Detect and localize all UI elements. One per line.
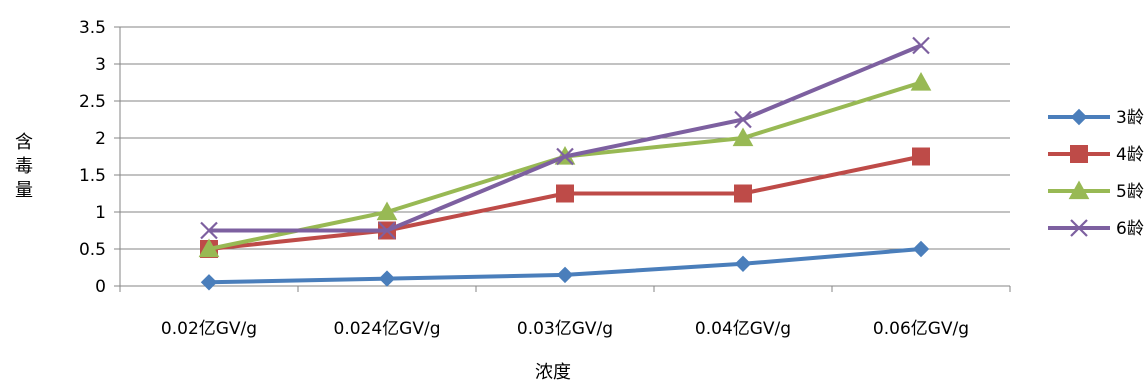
data-point xyxy=(556,147,574,166)
series-2 xyxy=(200,147,930,258)
data-point xyxy=(378,270,396,287)
x-tick-label: 0.03亿GV/g xyxy=(517,319,613,339)
data-point-stroke xyxy=(912,36,930,55)
data-point xyxy=(734,184,752,203)
axes xyxy=(114,26,1011,292)
y-axis-title-char: 毒 xyxy=(15,156,33,177)
data-point xyxy=(378,221,396,240)
data-point xyxy=(556,266,574,284)
legend-marker xyxy=(1070,219,1088,237)
legend-label: 5龄 xyxy=(1116,182,1144,202)
series-4 xyxy=(200,36,930,240)
legend-label: 3龄 xyxy=(1116,108,1144,128)
series-line xyxy=(208,154,922,251)
data-point xyxy=(556,184,574,203)
legend: 3龄 4龄 5龄 6龄 xyxy=(1048,108,1144,239)
data-point xyxy=(910,71,932,91)
x-axis-title: 浓度 xyxy=(535,362,571,383)
data-point xyxy=(734,110,752,129)
legend-marker xyxy=(1070,145,1088,163)
y-tick-label: 0 xyxy=(95,277,106,297)
legend-item: 5龄 xyxy=(1048,180,1144,202)
x-tick-label: 0.02亿GV/g xyxy=(161,319,257,339)
data-point xyxy=(912,147,930,166)
y-tick-label: 1.5 xyxy=(79,166,106,186)
data-point xyxy=(200,274,218,291)
series-line xyxy=(208,80,922,251)
data-point xyxy=(912,240,930,258)
data-point-stroke xyxy=(734,110,752,129)
gridlines xyxy=(120,26,1010,250)
series-1 xyxy=(200,240,930,291)
legend-label: 6龄 xyxy=(1116,219,1144,239)
legend-item: 6龄 xyxy=(1048,219,1144,239)
series-group xyxy=(198,36,932,291)
y-tick-label: 3 xyxy=(95,55,106,75)
legend-marker-stroke xyxy=(1070,219,1088,237)
x-tick-label: 0.04亿GV/g xyxy=(695,319,791,339)
y-axis-title-char: 量 xyxy=(15,180,33,201)
y-axis-title: 含毒量 xyxy=(15,132,33,201)
data-point xyxy=(912,36,930,55)
data-point xyxy=(734,255,752,273)
data-point xyxy=(200,221,218,240)
x-tick-label: 0.024亿GV/g xyxy=(334,319,441,339)
y-axis-ticks: 0 0.5 1 1.5 2 2.5 3 3.5 xyxy=(79,18,106,297)
legend-label: 4龄 xyxy=(1116,145,1144,165)
legend-marker xyxy=(1068,180,1090,200)
x-axis-ticks: 0.02亿GV/g 0.024亿GV/g 0.03亿GV/g 0.04亿GV/g 0.0… xyxy=(161,319,969,339)
y-tick-label: 2.5 xyxy=(79,92,106,112)
legend-item: 4龄 xyxy=(1048,145,1144,165)
data-point xyxy=(198,238,220,258)
legend-item: 3龄 xyxy=(1048,108,1144,128)
y-tick-label: 0.5 xyxy=(79,240,106,260)
data-point xyxy=(732,127,754,147)
y-axis-title-char: 含 xyxy=(15,132,33,153)
data-point xyxy=(376,201,398,221)
y-tick-label: 3.5 xyxy=(79,18,106,38)
y-tick-label: 2 xyxy=(95,129,106,149)
data-point-stroke xyxy=(200,221,218,240)
y-tick-label: 1 xyxy=(95,203,106,223)
data-point-stroke xyxy=(556,147,574,166)
legend-marker xyxy=(1070,108,1088,126)
data-point-stroke xyxy=(378,221,396,240)
x-tick-label: 0.06亿GV/g xyxy=(873,319,969,339)
